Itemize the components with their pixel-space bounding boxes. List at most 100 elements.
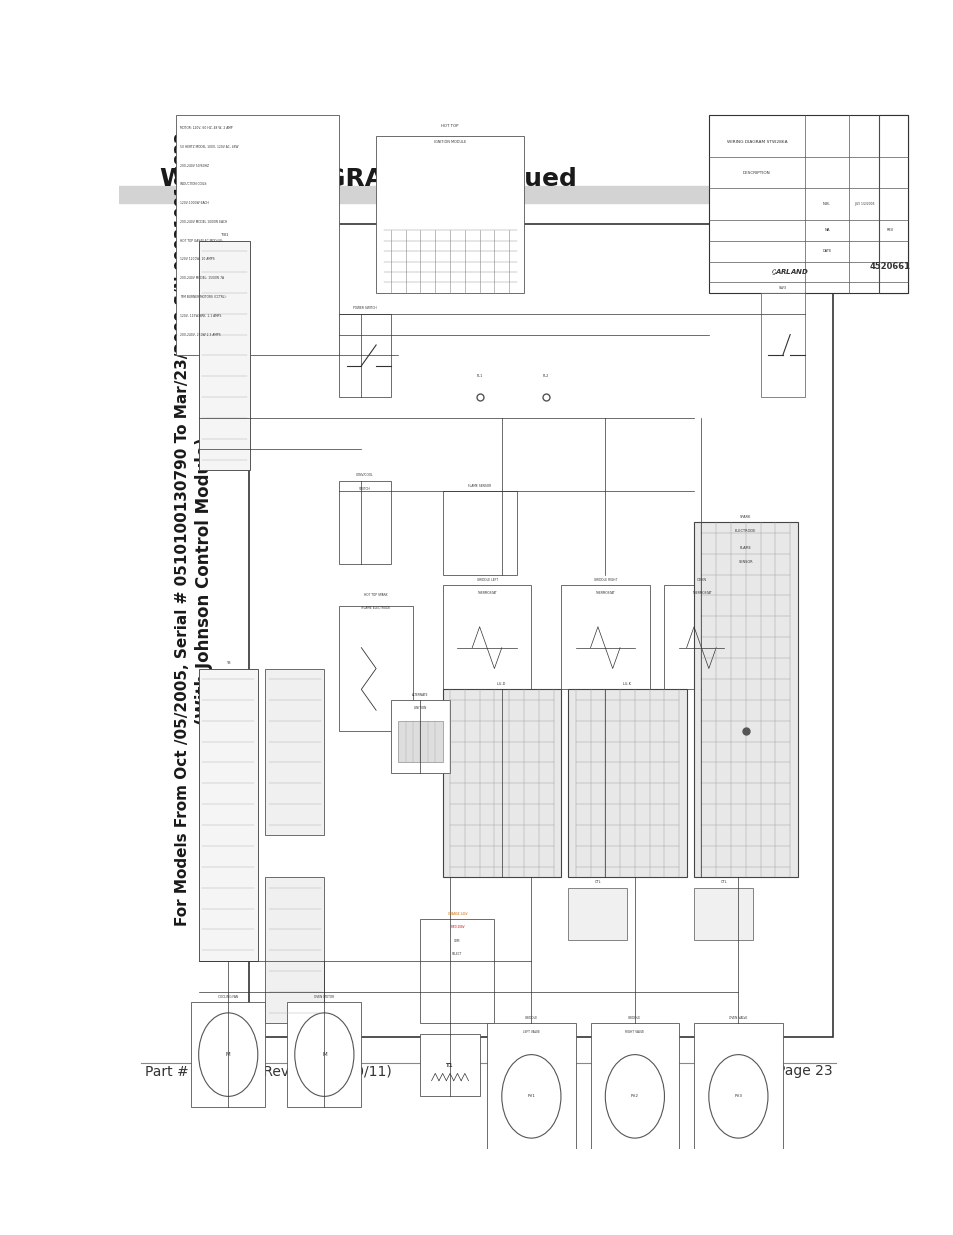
Text: ELECTRODE: ELECTRODE — [735, 529, 756, 532]
Text: LEFT VALVE: LEFT VALVE — [522, 1030, 539, 1034]
Text: TB: TB — [226, 661, 231, 666]
Text: PV3: PV3 — [734, 1094, 741, 1098]
Bar — [760, 293, 804, 398]
Bar — [287, 1003, 361, 1107]
Text: IGNITION: IGNITION — [414, 706, 427, 710]
Text: OVEN VALVE: OVEN VALVE — [728, 1016, 747, 1020]
Text: POWER SWITCH: POWER SWITCH — [353, 306, 376, 310]
Text: 50 HERTZ MODEL 100V, 120V AC, 48W: 50 HERTZ MODEL 100V, 120V AC, 48W — [180, 144, 238, 148]
Text: M: M — [322, 1052, 326, 1057]
Text: SENSOR: SENSOR — [738, 559, 752, 564]
Text: WIRING DIAGRAMS continued: WIRING DIAGRAMS continued — [160, 167, 577, 191]
Bar — [198, 668, 257, 961]
Bar — [176, 115, 338, 356]
Text: (With Johnson Control Module): (With Johnson Control Module) — [195, 437, 213, 725]
Text: SW3: SW3 — [778, 285, 786, 289]
Bar — [338, 480, 391, 564]
Bar — [568, 689, 686, 877]
Text: HOT TOP SPARK: HOT TOP SPARK — [364, 594, 388, 598]
Bar — [397, 721, 442, 762]
Text: HOT TOP GAS/ELEC MODULE:: HOT TOP GAS/ELEC MODULE: — [180, 238, 223, 242]
Text: NA: NA — [823, 228, 829, 232]
Text: $\mathcal{G}$ARLAND: $\mathcal{G}$ARLAND — [770, 267, 808, 277]
Bar — [198, 241, 250, 471]
FancyBboxPatch shape — [249, 225, 832, 1037]
Text: 200-240V 50/60HZ: 200-240V 50/60HZ — [180, 163, 209, 168]
Text: ILU-D: ILU-D — [497, 682, 506, 687]
Bar — [663, 585, 738, 689]
Bar — [191, 1003, 265, 1107]
Bar — [442, 585, 531, 689]
Bar — [420, 1034, 479, 1097]
Text: FLAME: FLAME — [740, 547, 751, 551]
Text: Part # 4517957  Rev.13  (02/10/11): Part # 4517957 Rev.13 (02/10/11) — [145, 1065, 392, 1078]
Bar — [265, 877, 324, 1024]
Text: MOTOR: 120V, 60 HZ, 48 W, 2 AMP: MOTOR: 120V, 60 HZ, 48 W, 2 AMP — [180, 126, 233, 130]
Bar — [119, 186, 858, 204]
Text: 120V-1000W EACH: 120V-1000W EACH — [180, 201, 209, 205]
Text: HOT TOP: HOT TOP — [441, 124, 458, 128]
Bar — [391, 700, 450, 773]
Text: CONV/COOL: CONV/COOL — [355, 473, 374, 478]
Text: 120V 1200W, 10 AMPS: 120V 1200W, 10 AMPS — [180, 257, 214, 262]
Text: RED 208V: RED 208V — [450, 925, 464, 929]
Text: JULY 1/2/2005: JULY 1/2/2005 — [853, 203, 874, 206]
Text: SPARK: SPARK — [740, 515, 751, 519]
Text: COOLING FAN: COOLING FAN — [218, 995, 238, 999]
Bar — [442, 492, 516, 574]
Bar — [708, 115, 907, 293]
Text: CTL: CTL — [594, 881, 600, 884]
Text: 200-240V, 250W 2.3 AMPS: 200-240V, 250W 2.3 AMPS — [180, 332, 220, 337]
Text: DESCRIPTION: DESCRIPTION — [742, 170, 770, 175]
Bar — [486, 1024, 575, 1149]
Text: CTL: CTL — [720, 881, 726, 884]
Text: PL2: PL2 — [542, 374, 549, 378]
Bar — [375, 136, 523, 293]
Text: /FLAME ELECTRODE: /FLAME ELECTRODE — [361, 606, 391, 610]
Bar — [693, 1024, 781, 1149]
Text: T1: T1 — [446, 1062, 454, 1067]
Text: RIGHT VALVE: RIGHT VALVE — [624, 1030, 644, 1034]
Text: 200-240V MODEL 1000W EACH: 200-240V MODEL 1000W EACH — [180, 220, 227, 224]
Text: For Models From Oct /05/2005, Serial # 0510100130790 To Mar/23/2009 S/N 09031001: For Models From Oct /05/2005, Serial # 0… — [174, 132, 190, 925]
Text: IGNITION MODULE: IGNITION MODULE — [434, 140, 466, 143]
Text: ILU-K: ILU-K — [622, 682, 631, 687]
Bar — [265, 668, 324, 836]
Bar — [338, 314, 391, 398]
Text: GRIDDLE LEFT: GRIDDLE LEFT — [476, 578, 497, 582]
Text: SWITCH: SWITCH — [358, 487, 371, 492]
Text: GRIDDLE RIGHT: GRIDDLE RIGHT — [593, 578, 617, 582]
Text: GRIDDLE: GRIDDLE — [628, 1016, 640, 1020]
Bar — [442, 689, 560, 877]
Text: SELECT: SELECT — [452, 952, 462, 956]
Text: THERMOSTAT: THERMOSTAT — [476, 592, 497, 595]
Text: REV: REV — [885, 228, 893, 232]
Bar — [590, 1024, 679, 1149]
Text: COM: COM — [454, 939, 460, 942]
Text: OVEN: OVEN — [696, 578, 705, 582]
Text: N.B.: N.B. — [822, 203, 830, 206]
Text: PV2: PV2 — [630, 1094, 639, 1098]
Text: FLAME SENSOR: FLAME SENSOR — [468, 484, 491, 488]
Bar — [693, 888, 752, 940]
Text: DATE: DATE — [821, 249, 831, 253]
Text: THERMOSTAT: THERMOSTAT — [691, 592, 711, 595]
Text: 120V, 115W/BRK, 1.1 AMPS: 120V, 115W/BRK, 1.1 AMPS — [180, 314, 221, 317]
Text: Page 23: Page 23 — [777, 1065, 832, 1078]
Bar — [420, 919, 494, 1024]
Text: INDUCTION COILS:: INDUCTION COILS: — [180, 183, 208, 186]
Text: TB1: TB1 — [220, 233, 228, 237]
Text: THERMOSTAT: THERMOSTAT — [595, 592, 615, 595]
Text: TFM BURNER MOTORS (CCTRL):: TFM BURNER MOTORS (CCTRL): — [180, 295, 227, 299]
Text: M: M — [226, 1052, 231, 1057]
Bar — [568, 888, 627, 940]
Text: PL1: PL1 — [476, 374, 482, 378]
Text: 200-240V MODEL: 1500W 7A: 200-240V MODEL: 1500W 7A — [180, 277, 224, 280]
Bar — [878, 115, 907, 293]
Bar — [693, 522, 797, 877]
Bar — [560, 585, 649, 689]
Text: PV1: PV1 — [527, 1094, 535, 1098]
Text: OVEN MOTOR: OVEN MOTOR — [314, 995, 335, 999]
Text: GRIDDLE: GRIDDLE — [524, 1016, 537, 1020]
Bar — [338, 606, 413, 731]
